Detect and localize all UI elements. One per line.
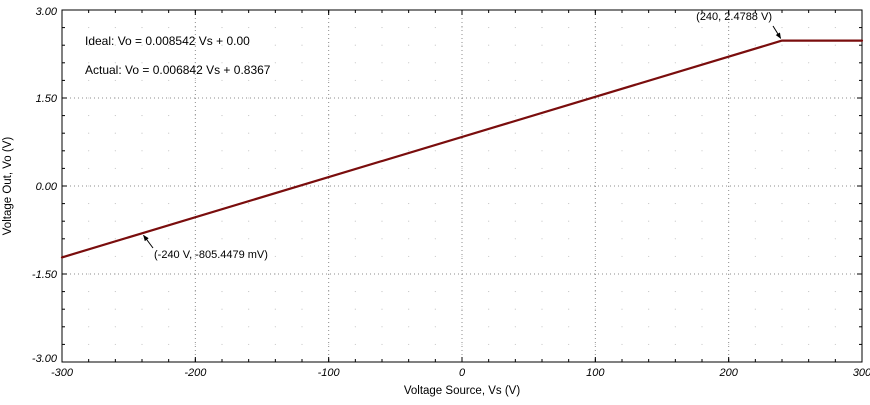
series-line-vo <box>60 39 864 259</box>
x-axis-title: Voltage Source, Vs (V) <box>403 385 521 397</box>
x-tick-label: 0 <box>459 367 466 379</box>
x-tick-label: -300 <box>51 367 74 379</box>
x-tick-label: -100 <box>318 367 341 379</box>
y-tick-label: -3.00 <box>32 353 58 365</box>
y-axis-title: Voltage Out, Vo (V) <box>2 136 14 236</box>
x-tick-label: 300 <box>853 367 870 379</box>
x-tick-label: 100 <box>586 367 605 379</box>
callout-arrow-0 <box>772 25 782 39</box>
x-tick-label: 200 <box>718 367 738 379</box>
y-tick-label: 3.00 <box>36 6 58 18</box>
y-tick-label: -1.50 <box>32 269 58 281</box>
x-tick-label: -200 <box>184 367 207 379</box>
negative-point-callout: (-240 V, -805.4479 mV) <box>154 249 268 261</box>
callout-arrow-1 <box>143 234 154 249</box>
actual-equation-label: Actual: Vo = 0.006842 Vs + 0.8367 <box>85 63 271 77</box>
ideal-equation-label: Ideal: Vo = 0.008542 Vs + 0.00 <box>85 34 250 48</box>
minor-dot-grid <box>88 27 836 345</box>
major-grid <box>62 10 862 362</box>
y-tick-label: 1.50 <box>36 93 58 105</box>
plot-border <box>61 9 863 363</box>
positive-saturation-callout: (240, 2.4788 V) <box>696 11 772 23</box>
y-tick-label: 0.00 <box>36 181 58 193</box>
